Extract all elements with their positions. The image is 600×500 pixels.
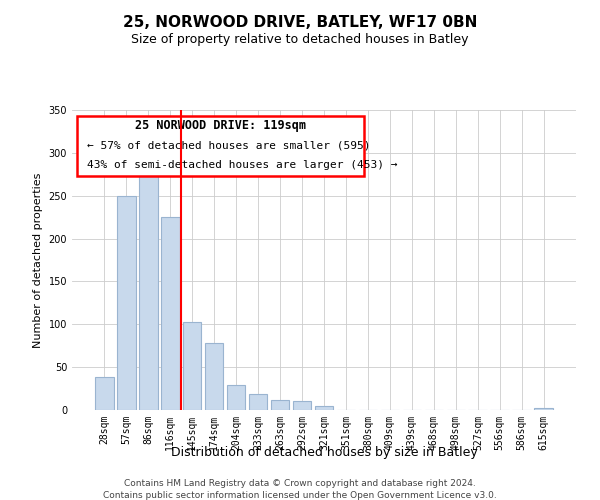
Bar [314,406,334,410]
Bar [227,385,245,410]
Text: Contains HM Land Registry data © Crown copyright and database right 2024.: Contains HM Land Registry data © Crown c… [124,480,476,488]
Text: 25 NORWOOD DRIVE: 119sqm: 25 NORWOOD DRIVE: 119sqm [135,118,306,132]
Bar [205,343,223,410]
Bar [293,402,311,410]
Text: 25, NORWOOD DRIVE, BATLEY, WF17 0BN: 25, NORWOOD DRIVE, BATLEY, WF17 0BN [123,15,477,30]
Bar [161,217,179,410]
Text: Distribution of detached houses by size in Batley: Distribution of detached houses by size … [170,446,478,459]
Text: ← 57% of detached houses are smaller (595): ← 57% of detached houses are smaller (59… [87,141,371,151]
Text: 43% of semi-detached houses are larger (453) →: 43% of semi-detached houses are larger (… [87,160,398,170]
Bar [95,376,113,410]
FancyBboxPatch shape [77,116,364,176]
Text: Contains public sector information licensed under the Open Government Licence v3: Contains public sector information licen… [103,490,497,500]
Bar [139,160,158,410]
Text: Size of property relative to detached houses in Batley: Size of property relative to detached ho… [131,32,469,46]
Bar [117,196,136,410]
Bar [183,322,202,410]
Y-axis label: Number of detached properties: Number of detached properties [33,172,43,348]
Bar [535,408,553,410]
Bar [249,394,268,410]
Bar [271,400,289,410]
